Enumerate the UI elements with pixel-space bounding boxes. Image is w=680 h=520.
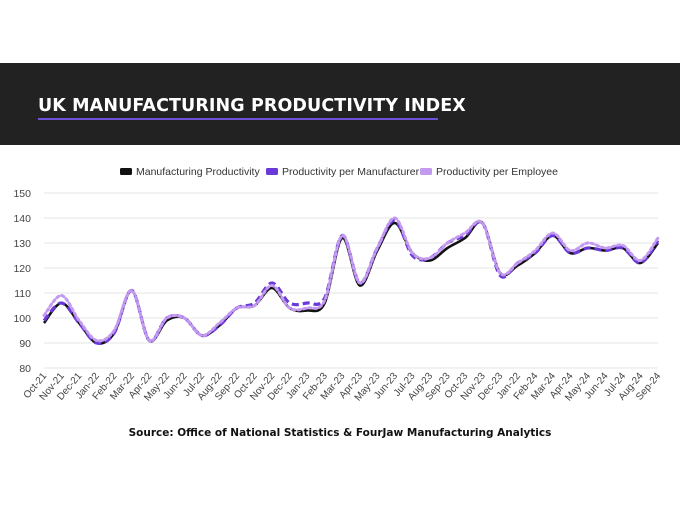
legend-swatch (120, 168, 132, 175)
header-banner (0, 63, 680, 145)
page-title: UK MANUFACTURING PRODUCTIVITY INDEX (38, 96, 466, 116)
y-tick-label: 150 (13, 188, 31, 200)
y-tick-label: 120 (13, 263, 31, 275)
series-line-productivity-per-employee (42, 216, 660, 343)
legend-swatch (266, 168, 278, 175)
y-tick-label: 140 (13, 213, 31, 225)
productivity-line-chart: 8090100110120130140150Oct-21Nov-21Dec-21… (13, 166, 663, 403)
legend-label: Productivity per Manufacturer (282, 166, 420, 178)
y-tick-label: 80 (19, 363, 31, 375)
y-tick-label: 130 (13, 238, 31, 250)
title-underline (38, 118, 438, 120)
series-line-productivity-per-manufacturer (42, 218, 660, 346)
y-tick-label: 100 (13, 313, 31, 325)
y-tick-label: 110 (14, 288, 31, 300)
y-tick-label: 90 (19, 338, 31, 350)
legend-swatch (420, 168, 432, 175)
series-line-manufacturing-productivity (42, 220, 660, 345)
legend-label: Productivity per Employee (436, 166, 558, 178)
legend-label: Manufacturing Productivity (136, 166, 260, 178)
source-caption: Source: Office of National Statistics & … (128, 427, 552, 439)
